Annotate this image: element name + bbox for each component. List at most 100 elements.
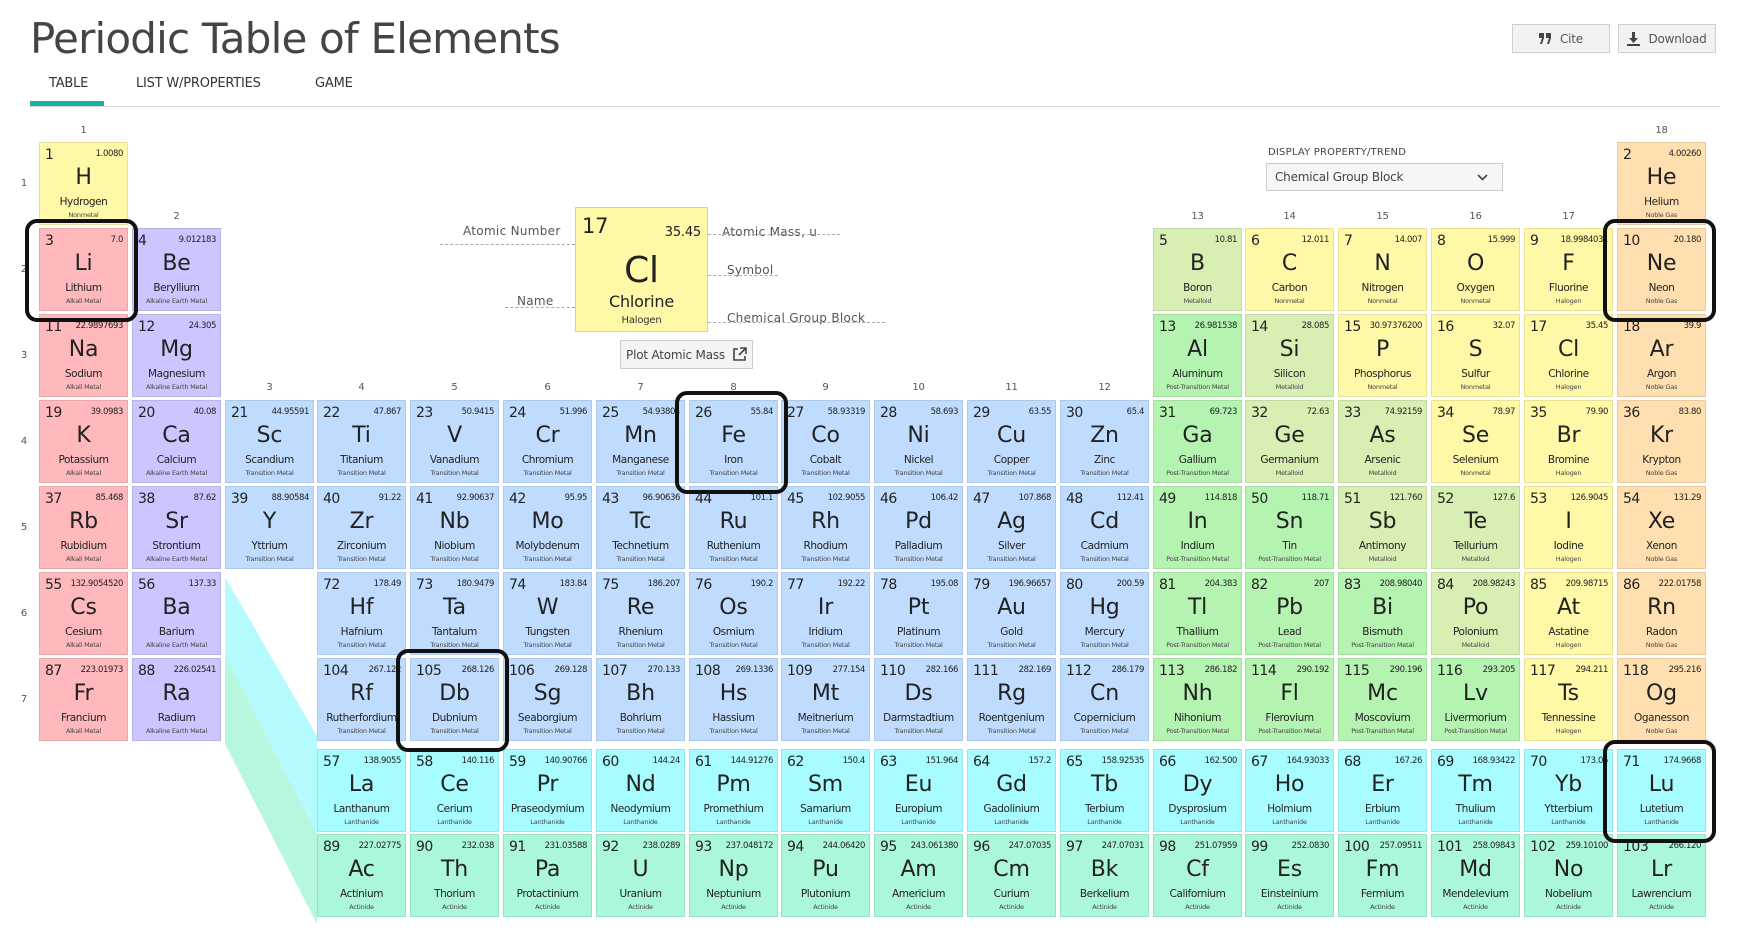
element-cell-pd[interactable]: 46 106.42 Pd Palladium Transition Metal	[874, 486, 963, 569]
element-cell-ar[interactable]: 18 39.9 Ar Argon Noble Gas	[1617, 314, 1706, 397]
display-property-select[interactable]: Chemical Group Block	[1266, 163, 1503, 191]
element-cell-mt[interactable]: 109 277.154 Mt Meitnerium Transition Metal	[781, 658, 870, 741]
element-cell-db[interactable]: 105 268.126 Db Dubnium Transition Metal	[410, 658, 499, 741]
element-cell-ba[interactable]: 56 137.33 Ba Barium Alkaline Earth Metal	[132, 572, 221, 655]
element-cell-xe[interactable]: 54 131.29 Xe Xenon Noble Gas	[1617, 486, 1706, 569]
element-cell-cu[interactable]: 29 63.55 Cu Copper Transition Metal	[967, 400, 1056, 483]
element-cell-fl[interactable]: 114 290.192 Fl Flerovium Post-Transition Met…	[1245, 658, 1334, 741]
element-cell-in[interactable]: 49 114.818 In Indium Post-Transition Metal	[1153, 486, 1242, 569]
element-cell-fe[interactable]: 26 55.84 Fe Iron Transition Metal	[689, 400, 778, 483]
element-cell-at[interactable]: 85 209.98715 At Astatine Halogen	[1524, 572, 1613, 655]
element-cell-pb[interactable]: 82 207 Pb Lead Post-Transition Metal	[1245, 572, 1334, 655]
element-cell-ra[interactable]: 88 226.02541 Ra Radium Alkaline Earth Metal	[132, 658, 221, 741]
element-cell-eu[interactable]: 63 151.964 Eu Europium Lanthanide	[874, 749, 963, 832]
element-cell-sm[interactable]: 62 150.4 Sm Samarium Lanthanide	[781, 749, 870, 832]
element-cell-ac[interactable]: 89 227.02775 Ac Actinium Actinide	[317, 834, 406, 917]
element-cell-b[interactable]: 5 10.81 B Boron Metalloid	[1153, 228, 1242, 311]
element-cell-sc[interactable]: 21 44.95591 Sc Scandium Transition Metal	[225, 400, 314, 483]
element-cell-zr[interactable]: 40 91.22 Zr Zirconium Transition Metal	[317, 486, 406, 569]
element-cell-v[interactable]: 23 50.9415 V Vanadium Transition Metal	[410, 400, 499, 483]
element-cell-ir[interactable]: 77 192.22 Ir Iridium Transition Metal	[781, 572, 870, 655]
element-cell-fr[interactable]: 87 223.01973 Fr Francium Alkali Metal	[39, 658, 128, 741]
element-cell-ho[interactable]: 67 164.93033 Ho Holmium Lanthanide	[1245, 749, 1334, 832]
element-cell-co[interactable]: 27 58.93319 Co Cobalt Transition Metal	[781, 400, 870, 483]
element-cell-ti[interactable]: 22 47.867 Ti Titanium Transition Metal	[317, 400, 406, 483]
element-cell-og[interactable]: 118 295.216 Og Oganesson Noble Gas	[1617, 658, 1706, 741]
element-cell-la[interactable]: 57 138.9055 La Lanthanum Lanthanide	[317, 749, 406, 832]
element-cell-no[interactable]: 102 259.10100 No Nobelium Actinide	[1524, 834, 1613, 917]
element-cell-bk[interactable]: 97 247.07031 Bk Berkelium Actinide	[1060, 834, 1149, 917]
element-cell-ca[interactable]: 20 40.08 Ca Calcium Alkaline Earth Metal	[132, 400, 221, 483]
element-cell-n[interactable]: 7 14.007 N Nitrogen Nonmetal	[1338, 228, 1427, 311]
element-cell-hg[interactable]: 80 200.59 Hg Mercury Transition Metal	[1060, 572, 1149, 655]
element-cell-s[interactable]: 16 32.07 S Sulfur Nonmetal	[1431, 314, 1520, 397]
element-cell-si[interactable]: 14 28.085 Si Silicon Metalloid	[1245, 314, 1334, 397]
element-cell-tc[interactable]: 43 96.90636 Tc Technetium Transition Metal	[596, 486, 685, 569]
element-cell-ag[interactable]: 47 107.868 Ag Silver Transition Metal	[967, 486, 1056, 569]
tab-game[interactable]: GAME	[315, 76, 353, 91]
element-cell-yb[interactable]: 70 173.05 Yb Ytterbium Lanthanide	[1524, 749, 1613, 832]
element-cell-np[interactable]: 93 237.048172 Np Neptunium Actinide	[689, 834, 778, 917]
element-cell-te[interactable]: 52 127.6 Te Tellurium Metalloid	[1431, 486, 1520, 569]
element-cell-cf[interactable]: 98 251.07959 Cf Californium Actinide	[1153, 834, 1242, 917]
element-cell-fm[interactable]: 100 257.09511 Fm Fermium Actinide	[1338, 834, 1427, 917]
element-cell-f[interactable]: 9 18.9984031 F Fluorine Halogen	[1524, 228, 1613, 311]
element-cell-as[interactable]: 33 74.92159 As Arsenic Metalloid	[1338, 400, 1427, 483]
element-cell-k[interactable]: 19 39.0983 K Potassium Alkali Metal	[39, 400, 128, 483]
element-cell-er[interactable]: 68 167.26 Er Erbium Lanthanide	[1338, 749, 1427, 832]
element-cell-cr[interactable]: 24 51.996 Cr Chromium Transition Metal	[503, 400, 592, 483]
element-cell-p[interactable]: 15 30.97376200 P Phosphorus Nonmetal	[1338, 314, 1427, 397]
element-cell-h[interactable]: 1 1.0080 H Hydrogen Nonmetal	[39, 142, 128, 225]
element-cell-sb[interactable]: 51 121.760 Sb Antimony Metalloid	[1338, 486, 1427, 569]
element-cell-pm[interactable]: 61 144.91276 Pm Promethium Lanthanide	[689, 749, 778, 832]
element-cell-am[interactable]: 95 243.061380 Am Americium Actinide	[874, 834, 963, 917]
element-cell-ta[interactable]: 73 180.9479 Ta Tantalum Transition Metal	[410, 572, 499, 655]
element-cell-y[interactable]: 39 88.90584 Y Yttrium Transition Metal	[225, 486, 314, 569]
element-cell-pu[interactable]: 94 244.06420 Pu Plutonium Actinide	[781, 834, 870, 917]
element-cell-lr[interactable]: 103 266.120 Lr Lawrencium Actinide	[1617, 834, 1706, 917]
element-cell-ni[interactable]: 28 58.693 Ni Nickel Transition Metal	[874, 400, 963, 483]
element-cell-cm[interactable]: 96 247.07035 Cm Curium Actinide	[967, 834, 1056, 917]
element-cell-rb[interactable]: 37 85.468 Rb Rubidium Alkali Metal	[39, 486, 128, 569]
element-cell-br[interactable]: 35 79.90 Br Bromine Halogen	[1524, 400, 1613, 483]
element-cell-hf[interactable]: 72 178.49 Hf Hafnium Transition Metal	[317, 572, 406, 655]
element-cell-mc[interactable]: 115 290.196 Mc Moscovium Post-Transition Met…	[1338, 658, 1427, 741]
element-cell-os[interactable]: 76 190.2 Os Osmium Transition Metal	[689, 572, 778, 655]
element-cell-zn[interactable]: 30 65.4 Zn Zinc Transition Metal	[1060, 400, 1149, 483]
element-cell-sg[interactable]: 106 269.128 Sg Seaborgium Transition Metal	[503, 658, 592, 741]
element-cell-al[interactable]: 13 26.981538 Al Aluminum Post-Transition Met…	[1153, 314, 1242, 397]
element-cell-au[interactable]: 79 196.96657 Au Gold Transition Metal	[967, 572, 1056, 655]
element-cell-nh[interactable]: 113 286.182 Nh Nihonium Post-Transition Meta…	[1153, 658, 1242, 741]
element-cell-lv[interactable]: 116 293.205 Lv Livermorium Post-Transition M…	[1431, 658, 1520, 741]
element-cell-cs[interactable]: 55 132.9054520 Cs Cesium Alkali Metal	[39, 572, 128, 655]
download-button[interactable]: Download	[1618, 24, 1716, 53]
element-cell-gd[interactable]: 64 157.2 Gd Gadolinium Lanthanide	[967, 749, 1056, 832]
element-cell-md[interactable]: 101 258.09843 Md Mendelevium Actinide	[1431, 834, 1520, 917]
cite-button[interactable]: Cite	[1512, 24, 1610, 53]
tab-table[interactable]: TABLE	[49, 76, 89, 91]
element-cell-rn[interactable]: 86 222.01758 Rn Radon Noble Gas	[1617, 572, 1706, 655]
element-cell-re[interactable]: 75 186.207 Re Rhenium Transition Metal	[596, 572, 685, 655]
element-cell-c[interactable]: 6 12.011 C Carbon Nonmetal	[1245, 228, 1334, 311]
element-cell-cl[interactable]: 17 35.45 Cl Chlorine Halogen	[1524, 314, 1613, 397]
element-cell-na[interactable]: 11 22.9897693 Na Sodium Alkali Metal	[39, 314, 128, 397]
element-cell-u[interactable]: 92 238.0289 U Uranium Actinide	[596, 834, 685, 917]
element-cell-ne[interactable]: 10 20.180 Ne Neon Noble Gas	[1617, 228, 1706, 311]
element-cell-cn[interactable]: 112 286.179 Cn Copernicium Transition Metal	[1060, 658, 1149, 741]
element-cell-rh[interactable]: 45 102.9055 Rh Rhodium Transition Metal	[781, 486, 870, 569]
element-cell-li[interactable]: 3 7.0 Li Lithium Alkali Metal	[39, 228, 128, 311]
element-cell-tl[interactable]: 81 204.383 Tl Thallium Post-Transition Metal	[1153, 572, 1242, 655]
element-cell-sn[interactable]: 50 118.71 Sn Tin Post-Transition Metal	[1245, 486, 1334, 569]
element-cell-he[interactable]: 2 4.00260 He Helium Noble Gas	[1617, 142, 1706, 225]
element-cell-sr[interactable]: 38 87.62 Sr Strontium Alkaline Earth Metal	[132, 486, 221, 569]
element-cell-pr[interactable]: 59 140.90766 Pr Praseodymium Lanthanide	[503, 749, 592, 832]
element-cell-cd[interactable]: 48 112.41 Cd Cadmium Transition Metal	[1060, 486, 1149, 569]
tab-list-properties[interactable]: LIST W/PROPERTIES	[136, 76, 261, 91]
element-cell-ce[interactable]: 58 140.116 Ce Cerium Lanthanide	[410, 749, 499, 832]
element-cell-po[interactable]: 84 208.98243 Po Polonium Metalloid	[1431, 572, 1520, 655]
element-cell-ds[interactable]: 110 282.166 Ds Darmstadtium Transition Metal	[874, 658, 963, 741]
element-cell-mg[interactable]: 12 24.305 Mg Magnesium Alkaline Earth Metal	[132, 314, 221, 397]
element-cell-bh[interactable]: 107 270.133 Bh Bohrium Transition Metal	[596, 658, 685, 741]
element-cell-se[interactable]: 34 78.97 Se Selenium Nonmetal	[1431, 400, 1520, 483]
element-cell-lu[interactable]: 71 174.9668 Lu Lutetium Lanthanide	[1617, 749, 1706, 832]
